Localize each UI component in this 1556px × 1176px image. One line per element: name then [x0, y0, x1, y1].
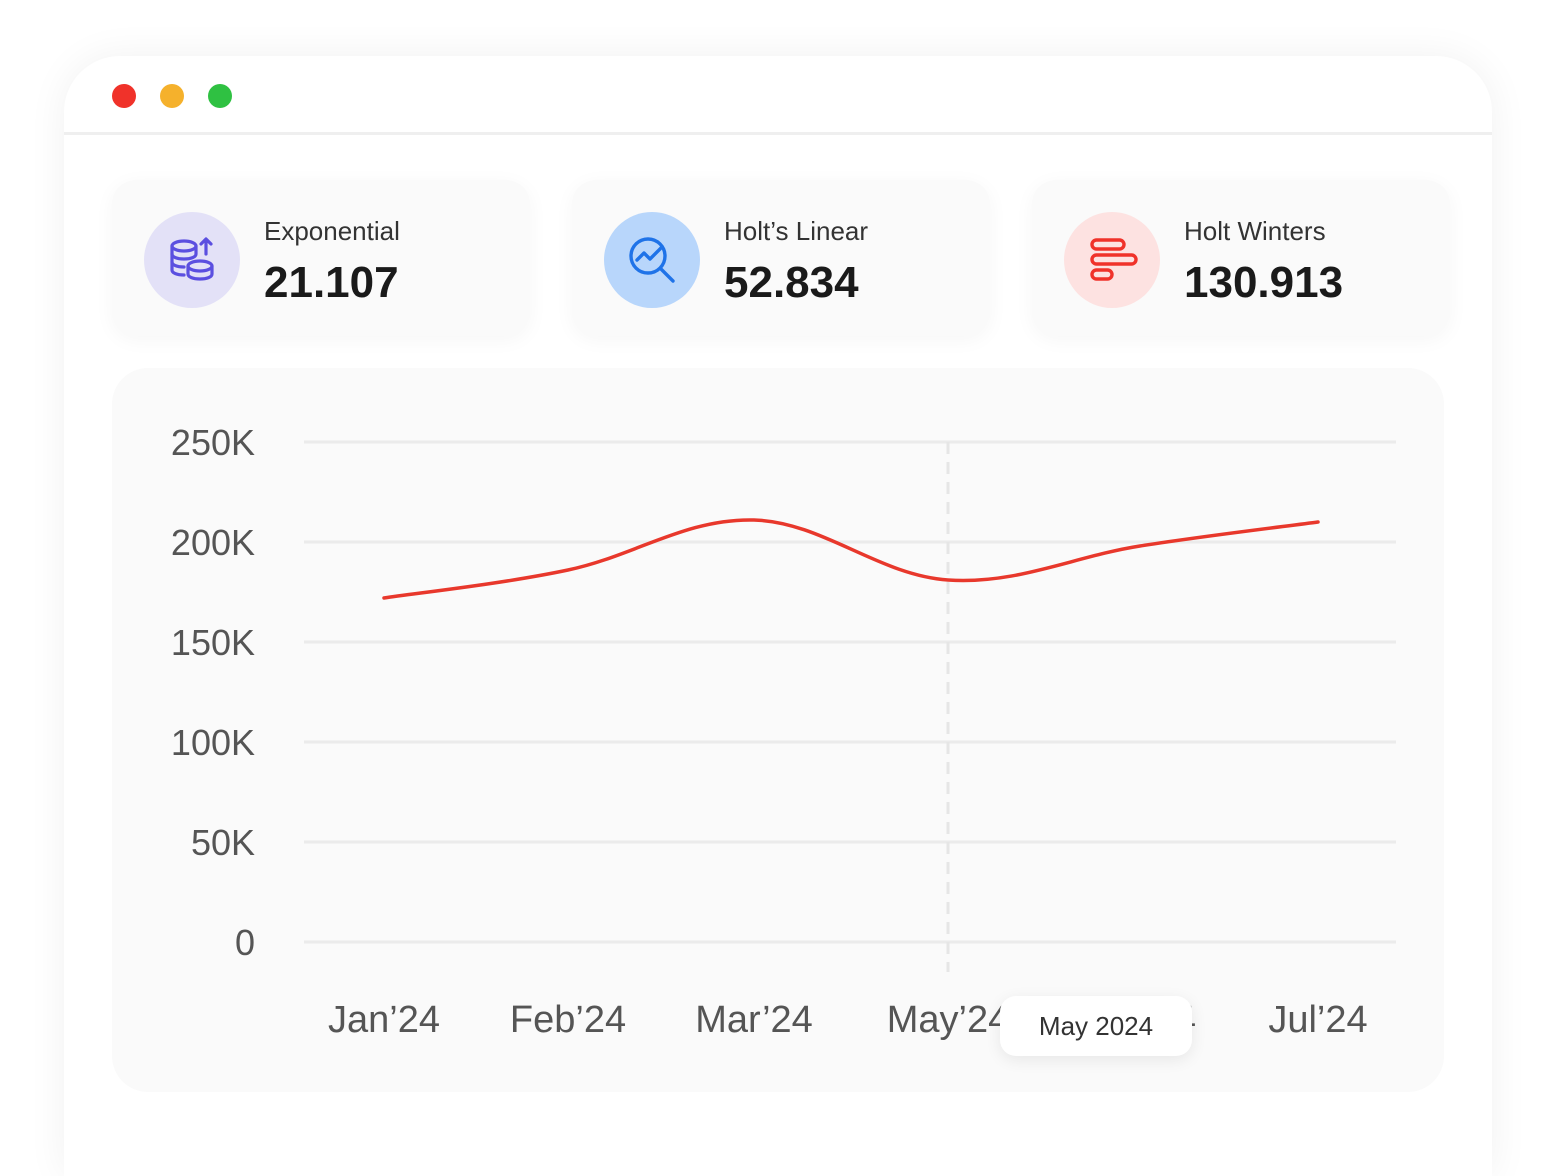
x-tick-label[interactable]: May’24 [887, 999, 1010, 1041]
chart-search-icon [604, 212, 700, 308]
y-tick-label: 100K [171, 722, 255, 763]
y-tick-label: 250K [171, 422, 255, 463]
metric-card-holt-winters: Holt Winters 130.913 [1032, 180, 1450, 336]
metric-label: Holt’s Linear [724, 216, 868, 247]
align-left-bars-icon [1064, 212, 1160, 308]
series-line[interactable] [384, 520, 1318, 598]
metric-card-exponential: Exponential 21.107 [112, 180, 530, 336]
minimize-window-button[interactable] [160, 84, 184, 108]
metric-label: Holt Winters [1184, 216, 1326, 247]
y-tick-label: 50K [191, 822, 255, 863]
x-tick-label[interactable]: Jan’24 [328, 999, 440, 1041]
close-window-button[interactable] [112, 84, 136, 108]
forecast-chart: 0 50K 100K 150K 200K 250K Jan’24 Feb’24 Mar’24 Ma… [112, 368, 1444, 1092]
metric-card-holts-linear: Holt’s Linear 52.834 [572, 180, 990, 336]
x-tick-label[interactable]: Mar’24 [695, 999, 813, 1041]
title-bar [64, 56, 1492, 135]
y-tick-label: 150K [171, 622, 255, 663]
line-chart: 0 50K 100K 150K 200K 250K Jan’24 Feb’24 Mar’24 Ma… [112, 368, 1444, 1092]
x-tick-label[interactable]: Jul’24 [1268, 999, 1367, 1041]
metric-value: 130.913 [1184, 258, 1343, 308]
maximize-window-button[interactable] [208, 84, 232, 108]
y-tick-label: 200K [171, 522, 255, 563]
chart-tooltip: May 2024 [1000, 996, 1192, 1056]
x-tick-label[interactable]: Feb’24 [510, 999, 626, 1041]
metric-label: Exponential [264, 216, 400, 247]
coins-stack-arrow-up-icon [144, 212, 240, 308]
metric-value: 52.834 [724, 258, 859, 308]
app-window: Exponential 21.107 Holt’s Linear 52.834 … [64, 56, 1492, 1176]
metric-value: 21.107 [264, 258, 399, 308]
y-tick-label: 0 [235, 922, 255, 963]
